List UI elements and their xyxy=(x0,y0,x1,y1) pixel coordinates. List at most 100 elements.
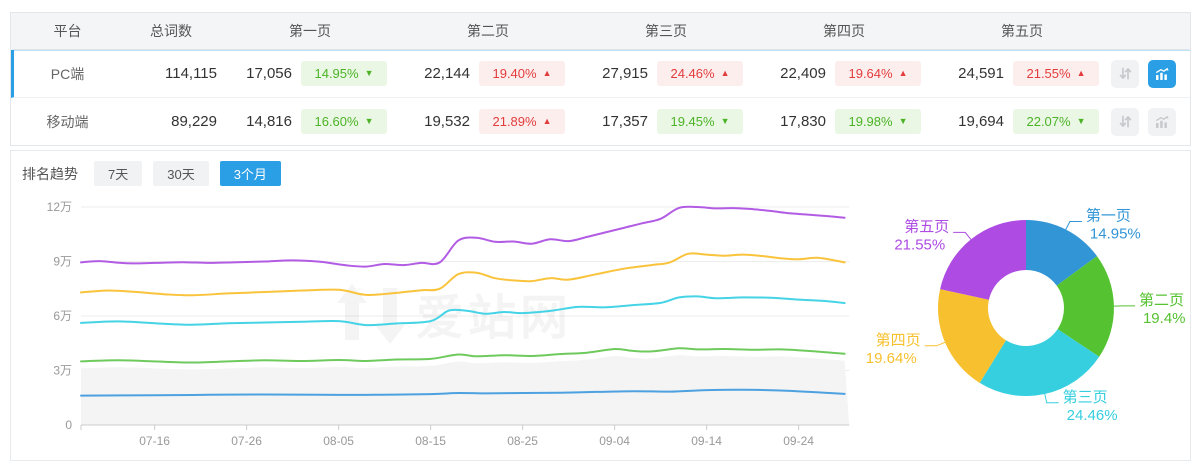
donut-percent-page1: 14.95% xyxy=(1090,226,1141,243)
series-line-page1 xyxy=(80,388,846,397)
donut-slice-page2[interactable] xyxy=(1056,256,1114,357)
label-leader-line xyxy=(1044,393,1059,404)
arrow-down-icon: ▼ xyxy=(364,68,374,78)
arrow-down-icon: ▼ xyxy=(898,116,908,126)
donut-percent-page3: 24.46% xyxy=(1067,407,1118,424)
donut-percent-page2: 19.4% xyxy=(1143,310,1186,327)
change-badge: 21.89% ▲ xyxy=(479,109,565,134)
label-leader-line xyxy=(953,231,972,240)
page-1-cell: 17,056 14.95% ▼ xyxy=(221,61,399,86)
table-row-mobile[interactable]: 移动端 89,229 14,816 16.60% ▼ 19,532 21.89% ▲ 17,35… xyxy=(11,98,1190,145)
arrow-down-icon: ▼ xyxy=(364,116,374,126)
col-page-2: 第二页 xyxy=(467,23,509,39)
page-1-cell: 14,816 16.60% ▼ xyxy=(221,109,399,134)
change-badge: 19.45% ▼ xyxy=(657,109,743,134)
x-tick-label: 07-16 xyxy=(139,434,170,448)
platform-label: PC端 xyxy=(50,65,85,82)
col-page-1: 第一页 xyxy=(289,23,331,39)
table-body: PC端 114,115 17,056 14.95% ▼ 22,144 19.40% ▲ 27,9… xyxy=(11,50,1190,145)
page-4-cell: 17,830 19.98% ▼ xyxy=(755,109,933,134)
sort-arrows-icon[interactable] xyxy=(1111,107,1139,136)
change-percent: 19.40% xyxy=(492,66,537,81)
page-4-cell: 22,409 19.64% ▲ xyxy=(755,61,933,86)
donut-slice-page1[interactable] xyxy=(1026,220,1097,286)
change-badge: 14.95% ▼ xyxy=(301,61,387,86)
donut-slice-page5[interactable] xyxy=(940,220,1026,300)
change-percent: 22.07% xyxy=(1026,114,1071,129)
trend-tab-7天[interactable]: 7天 xyxy=(94,161,143,186)
arrow-down-icon: ▼ xyxy=(720,116,730,126)
x-tick-label: 09-04 xyxy=(599,434,630,448)
donut-label-page1: 第一页 xyxy=(1086,207,1131,225)
change-percent: 14.95% xyxy=(314,66,359,81)
page-count: 27,915 xyxy=(602,65,648,82)
arrow-up-icon: ▲ xyxy=(542,68,552,78)
trend-tab-30天[interactable]: 30天 xyxy=(153,161,209,186)
y-axis: 0 3万 6万 9万 12万 xyxy=(47,200,73,432)
x-tick-label: 08-05 xyxy=(323,434,354,448)
table-row-pc[interactable]: PC端 114,115 17,056 14.95% ▼ 22,144 19.40% ▲ 27,9… xyxy=(11,50,1190,98)
change-percent: 19.45% xyxy=(670,114,715,129)
series-line-page4 xyxy=(80,252,846,297)
page-count: 22,144 xyxy=(424,65,470,82)
x-tick-label: 07-26 xyxy=(231,434,262,448)
col-platform: 平台 xyxy=(53,23,82,39)
trend-title: 排名趋势 xyxy=(22,165,78,182)
change-percent: 19.98% xyxy=(848,114,893,129)
series-line-page5 xyxy=(80,205,846,268)
change-badge: 19.64% ▲ xyxy=(835,61,921,86)
x-tick-label: 08-25 xyxy=(507,434,538,448)
change-badge: 22.07% ▼ xyxy=(1013,109,1099,134)
change-percent: 21.89% xyxy=(492,114,537,129)
trend-tab-3个月[interactable]: 3个月 xyxy=(219,161,281,186)
page-count: 19,532 xyxy=(424,113,470,130)
donut-label-page2: 第二页 xyxy=(1139,291,1184,309)
total-words-value: 114,115 xyxy=(165,65,217,82)
donut-label-page3: 第三页 xyxy=(1063,388,1108,406)
sort-arrows-icon[interactable] xyxy=(1111,59,1139,88)
x-axis: 07-16 07-26 08-05 08-15 08-25 09-04 09-14 09-24 xyxy=(80,424,850,448)
arrow-up-icon: ▲ xyxy=(898,68,908,78)
donut-slice-page4[interactable] xyxy=(938,289,1006,383)
y-tick-label: 12万 xyxy=(47,200,72,214)
row-actions xyxy=(1111,59,1196,88)
page-3-cell: 27,915 24.46% ▲ xyxy=(577,61,755,86)
page-2-cell: 19,532 21.89% ▲ xyxy=(399,109,577,134)
page-5-cell: 24,591 21.55% ▲ xyxy=(933,61,1111,86)
trend-chart-icon[interactable] xyxy=(1148,59,1176,88)
gridlines xyxy=(81,206,850,371)
y-tick-label: 6万 xyxy=(53,309,72,323)
series-line-page2 xyxy=(80,347,846,364)
x-tick-label: 08-15 xyxy=(415,434,446,448)
label-leader-line xyxy=(1065,221,1082,230)
donut-label-page5: 第五页 xyxy=(904,217,949,235)
trend-range-tabs: 7天 30天 3个月 xyxy=(94,161,281,186)
change-badge: 16.60% ▼ xyxy=(301,109,387,134)
donut-slice-page3[interactable] xyxy=(979,329,1100,397)
page-count: 22,409 xyxy=(780,65,826,82)
trend-chart-icon[interactable] xyxy=(1148,107,1176,136)
total-words-value: 89,229 xyxy=(171,113,217,130)
y-tick-label: 9万 xyxy=(53,254,72,268)
label-leader-line xyxy=(924,341,946,347)
y-tick-label: 3万 xyxy=(53,363,72,377)
donut-label-page4: 第四页 xyxy=(876,331,921,349)
arrow-up-icon: ▲ xyxy=(1076,68,1086,78)
change-percent: 24.46% xyxy=(670,66,715,81)
change-percent: 16.60% xyxy=(314,114,359,129)
trend-toolbar: 排名趋势 7天 30天 3个月 xyxy=(22,161,281,186)
table-header: 平台 总词数 第一页 第二页 第三页 第四页 第五页 xyxy=(11,13,1190,50)
arrow-down-icon: ▼ xyxy=(1076,116,1086,126)
page-count: 19,694 xyxy=(958,113,1004,130)
col-page-3: 第三页 xyxy=(645,23,687,39)
x-tick-label: 09-24 xyxy=(783,434,814,448)
col-page-4: 第四页 xyxy=(823,23,865,39)
page-count: 17,830 xyxy=(780,113,826,130)
x-tick-label: 09-14 xyxy=(691,434,722,448)
y-tick-label: 0 xyxy=(65,418,72,432)
page-count: 14,816 xyxy=(246,113,292,130)
series-line-page3 xyxy=(80,295,846,327)
